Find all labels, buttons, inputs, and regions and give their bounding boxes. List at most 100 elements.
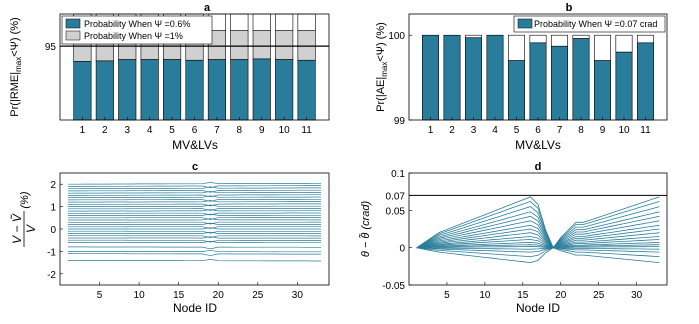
xtick-label-a-1: 1 xyxy=(80,125,86,136)
bar-a-psi06-7 xyxy=(207,59,226,121)
panel-a-ylabel: Pr(|RME|max<Ψ) (%) xyxy=(9,17,23,116)
ytick-label-b-99: 99 xyxy=(394,116,406,127)
bar-a-psi06-1 xyxy=(73,61,92,121)
panel-b: b 1 2 3 4 5 6 7 8 9 10 11 99 100 Probability When Ψ … xyxy=(375,2,668,152)
line-c-6 xyxy=(67,195,322,198)
xtick-label-b-11: 11 xyxy=(640,125,651,136)
ytick-label-c-0: 0 xyxy=(50,225,56,236)
line-c-12 xyxy=(67,209,322,212)
panel-a-legend-label-1: Probability When Ψ =0.6% xyxy=(84,19,190,29)
bar-b-value-8 xyxy=(572,38,590,121)
bar-a-remainder-8 xyxy=(230,13,249,32)
line-c-2 xyxy=(67,186,322,190)
panel-b-ylabel-sub: max xyxy=(380,62,389,77)
line-d-15 xyxy=(416,247,660,253)
line-c-14 xyxy=(67,213,322,216)
xtick-label-a-2: 2 xyxy=(102,125,108,136)
bar-a-remainder-11 xyxy=(297,13,316,32)
line-c-9 xyxy=(67,203,322,207)
ytick-label-d-0: -0.05 xyxy=(382,281,405,292)
line-d-5 xyxy=(416,220,660,249)
bar-b-value-6 xyxy=(529,42,547,121)
panel-d-title: d xyxy=(535,161,542,173)
line-d-4 xyxy=(416,215,660,249)
xtick-label-a-7: 7 xyxy=(214,125,220,136)
xtick-label-b-5: 5 xyxy=(514,125,520,136)
line-d-9 xyxy=(416,236,660,249)
panel-b-legend-label-1: Probability When Ψ =0.07 crad xyxy=(534,19,657,29)
bar-b-remainder-8 xyxy=(572,34,590,39)
xtick-label-b-1: 1 xyxy=(428,125,434,136)
bar-b-value-2 xyxy=(443,34,461,121)
line-d-14 xyxy=(416,247,660,250)
bar-b-value-5 xyxy=(508,60,525,121)
xtick-label-a-10: 10 xyxy=(279,125,291,136)
xtick-label-b-9: 9 xyxy=(600,125,606,136)
ytick-label-a-95: 95 xyxy=(45,42,57,53)
bar-a-psi06-5 xyxy=(163,59,182,121)
line-c-25 xyxy=(67,239,322,243)
panel-c-ylabel: V − Ṽ V (%) xyxy=(10,191,38,247)
panel-a-frame xyxy=(59,13,330,121)
bar-b-remainder-3 xyxy=(465,34,482,39)
line-c-10 xyxy=(67,204,322,207)
bar-a-psi1-11 xyxy=(297,30,316,61)
ytick-label-c--1: -1 xyxy=(47,247,56,258)
panel-d-ylabel: θ − θ̃ (crad) xyxy=(359,201,372,258)
ytick-label-d-2: 0.05 xyxy=(386,206,406,217)
panel-c-ylabel-denominator: V xyxy=(24,224,38,233)
xtick-label-a-6: 6 xyxy=(192,125,198,136)
bar-b-value-7 xyxy=(551,45,568,121)
ytick-label-c-2: 2 xyxy=(50,180,56,191)
xtick-label-b-3: 3 xyxy=(471,125,477,136)
line-c-11 xyxy=(67,208,322,211)
bar-a-remainder-10 xyxy=(275,13,294,32)
xtick-label-b-4: 4 xyxy=(492,125,498,136)
line-d-2 xyxy=(416,206,660,249)
panel-b-legend: Probability When Ψ =0.07 crad xyxy=(513,15,666,33)
xtick-label-a-11: 11 xyxy=(301,125,312,136)
line-d-12 xyxy=(416,244,660,249)
panel-c-xlabel: Node ID xyxy=(173,301,217,315)
line-c-27 xyxy=(67,246,322,250)
panel-a-ticks: 1 2 3 4 5 6 7 8 9 10 11 95 xyxy=(45,42,329,136)
panel-b-frame xyxy=(408,13,668,121)
xtick-label-d-30: 30 xyxy=(631,290,643,301)
panel-a-legend-label-2: Probability When Ψ =1% xyxy=(84,31,183,41)
xtick-label-d-15: 15 xyxy=(517,290,529,301)
panel-b-title: b xyxy=(566,2,573,14)
bar-b-value-11 xyxy=(637,42,654,121)
xtick-label-d-10: 10 xyxy=(479,290,491,301)
line-d-11 xyxy=(416,241,660,249)
line-d-6 xyxy=(416,224,660,249)
xtick-label-a-4: 4 xyxy=(147,125,153,136)
line-d-1 xyxy=(416,200,660,249)
panel-b-bars xyxy=(422,34,654,121)
ytick-label-d-4: 0.1 xyxy=(391,169,405,180)
line-c-23 xyxy=(67,235,322,238)
bar-a-psi06-10 xyxy=(275,59,294,121)
xtick-label-d-25: 25 xyxy=(593,290,605,301)
panel-d-xlabel: Node ID xyxy=(516,301,560,315)
panel-a-ylabel-pre: Pr(|RME| xyxy=(9,72,21,117)
line-c-30 xyxy=(67,259,322,262)
ytick-label-c--2: -2 xyxy=(47,270,56,281)
line-c-17 xyxy=(67,221,322,225)
bar-b-remainder-10 xyxy=(615,34,633,53)
bar-b-remainder-6 xyxy=(529,34,547,44)
panel-c: c 5 10 15 20 25 30 -2 -1 0 1 2 Node ID V − Ṽ V (%) xyxy=(10,161,330,315)
bar-a-psi06-6 xyxy=(185,59,204,121)
xtick-label-c-5: 5 xyxy=(97,290,103,301)
bar-a-psi06-8 xyxy=(230,59,249,121)
bar-a-psi06-11 xyxy=(297,59,316,121)
panel-d-ticks: 5 10 15 20 25 30 -0.05 0 0.05 0.07 0.1 xyxy=(382,169,667,301)
line-d-7 xyxy=(416,228,660,249)
xtick-label-c-30: 30 xyxy=(292,290,304,301)
line-c-20 xyxy=(67,227,322,230)
line-c-7 xyxy=(67,198,322,202)
panel-a-xlabel: MV&LVs xyxy=(172,138,218,152)
panel-c-frame xyxy=(59,172,330,286)
xtick-label-b-7: 7 xyxy=(557,125,563,136)
panel-d: d 5 10 15 20 25 30 -0.05 0 0.05 0.07 0.1 Node ID θ… xyxy=(359,161,668,315)
panel-a-legend-swatch-1 xyxy=(65,18,81,29)
